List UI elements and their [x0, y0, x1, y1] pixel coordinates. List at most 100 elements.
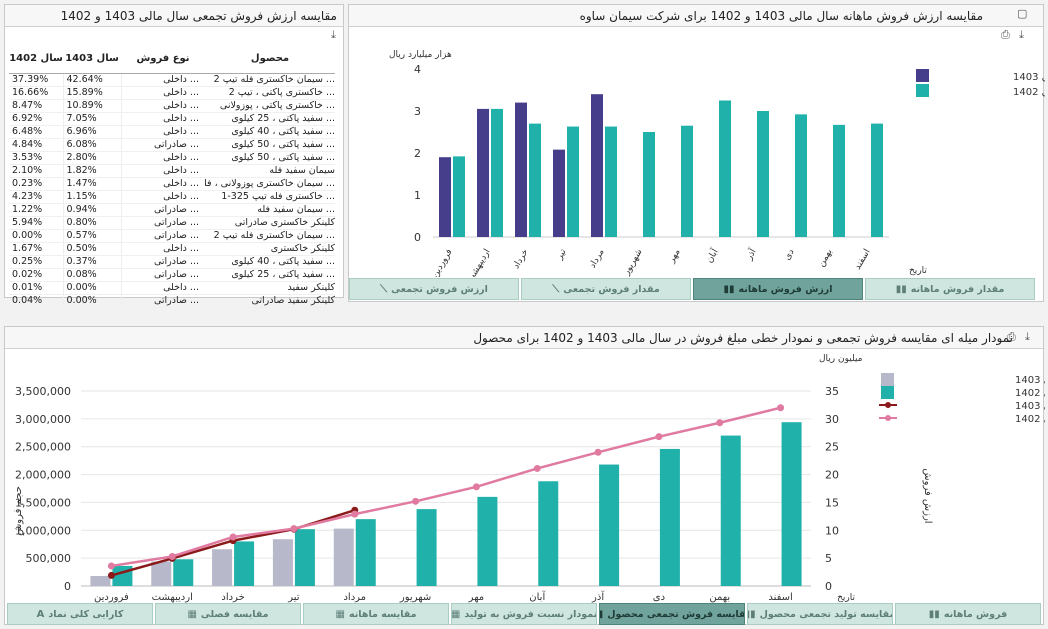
- maximize-icon[interactable]: ▢: [1017, 7, 1028, 20]
- cell-1403: 6.96%: [62, 125, 122, 139]
- bar-volume-1403: [212, 549, 233, 586]
- cell-sale-type: ... داخلی: [121, 112, 205, 126]
- monthly-sales-panel: مقایسه ارزش فروش ماهانه سال مالی 1403 و …: [348, 4, 1045, 302]
- cell-1402: 6.48%: [9, 125, 63, 139]
- bar-1402: [643, 132, 655, 237]
- cell-1402: 8.47%: [9, 99, 63, 113]
- table-row[interactable]: ... سفید پاکتی ، 40 کیلوی... صادراتی 0.37…: [9, 255, 335, 269]
- line-point: [716, 419, 724, 427]
- line-chart-icon: ⟋: [380, 283, 388, 295]
- table-row[interactable]: کلینکر سفید... داخلی 0.00% 0.01%: [9, 281, 335, 295]
- x-tick-label: آذر: [742, 246, 759, 263]
- table-row[interactable]: ... خاکستری فله تیپ 325-1... داخلی 1.15% 4…: [9, 190, 335, 204]
- tab-6[interactable]: فروش ماهانه ▮▮: [895, 603, 1041, 625]
- cell-1402: 0.00%: [9, 229, 63, 243]
- table-row[interactable]: ... سیمان خاکستری پوزولانی ، فله... داخل…: [9, 177, 335, 191]
- cell-1402: 0.04%: [9, 294, 63, 308]
- bar-volume-1403: [90, 575, 111, 586]
- cell-1403: 1.15%: [62, 190, 122, 204]
- bar-volume-1402: [112, 565, 133, 586]
- line-value-1402: [111, 406, 781, 568]
- bar-1402: [491, 108, 503, 238]
- y-axis-label: حجم فروش: [13, 486, 24, 536]
- table-row[interactable]: ... سیمان سفید فله... صادراتی 0.94% 1.22%: [9, 203, 335, 217]
- legend-label: ارزش فروش تجمعی 1403: [1015, 401, 1045, 412]
- col-product[interactable]: محصول: [205, 45, 335, 74]
- export-icon[interactable]: ⤓: [331, 28, 336, 41]
- export-icon[interactable]: ⤓: [1025, 330, 1030, 343]
- table-row[interactable]: ... سفید پاکتی ، 40 کیلوی... داخلی 6.96% 6…: [9, 125, 335, 139]
- cell-1402: 4.23%: [9, 190, 63, 204]
- chart-tabs: ارزش فروش تجمعی ⟋ مقدار فروش تجمعی ⟋ ارزش فر…: [349, 278, 1035, 300]
- x-tick-label: مرداد: [588, 247, 607, 270]
- print-icon[interactable]: ⎙: [1007, 330, 1016, 343]
- tab-0[interactable]: ارزش فروش تجمعی ⟋: [349, 278, 519, 300]
- table-row[interactable]: ... سفید پاکتی ، 50 کیلوی... صادراتی 6.08…: [9, 138, 335, 152]
- cell-1403: 0.94%: [62, 203, 122, 217]
- tab-label: مقایسه فروش تجمعی محصول: [607, 608, 745, 620]
- y2-tick-label: 5: [825, 552, 832, 565]
- y-tick-label: 4: [414, 63, 421, 76]
- x-tick-label: اسفند: [853, 248, 873, 272]
- cell-sale-type: ... داخلی: [121, 73, 205, 87]
- tab-3[interactable]: نمودار نسبت فروش به تولید ▦: [451, 603, 597, 625]
- tab-5[interactable]: مقایسه تولید تجمعی محصول▮▮: [747, 603, 893, 625]
- cell-1403: 2.80%: [62, 151, 122, 165]
- tab-3[interactable]: مقدار فروش ماهانه ▮▮: [865, 278, 1035, 300]
- table-row[interactable]: ... سیمان خاکستری فله تیپ 2... داخلی 42.6…: [9, 73, 335, 87]
- y-tick-label: 1: [414, 189, 421, 202]
- table-row[interactable]: سیمان سفید فله... داخلی 1.82% 2.10%: [9, 164, 335, 178]
- bar-1403: [477, 108, 489, 238]
- table-row[interactable]: ... خاکستری پاکتی ، تیپ 2... داخلی 15.89%…: [9, 86, 335, 100]
- table-row[interactable]: ... سفید پاکتی ، 25 کیلوی... داخلی 7.05% 6…: [9, 112, 335, 126]
- y2-tick-label: 15: [825, 496, 839, 509]
- bar-1403: [439, 157, 451, 237]
- cell-1402: 1.67%: [9, 242, 63, 256]
- sales-share-table: محصول نوع فروش سال 1403 سال 1402 ... سیم…: [9, 45, 335, 308]
- cell-product: ... خاکستری پاکتی ، تیپ 2: [205, 86, 335, 100]
- export-icon[interactable]: ⤓: [1019, 28, 1024, 41]
- cell-product: ... سفید پاکتی ، 50 کیلوی: [205, 151, 335, 165]
- col-1403[interactable]: سال 1403: [63, 45, 121, 74]
- table-icon: ▦: [451, 608, 461, 620]
- tab-4[interactable]: مقایسه فروش تجمعی محصول ▮▮: [599, 603, 745, 625]
- line-point: [594, 448, 602, 456]
- tab-0[interactable]: کارایی کلی نماد A: [7, 603, 153, 625]
- cell-1402: 0.23%: [9, 177, 63, 191]
- cell-1402: 0.25%: [9, 255, 63, 269]
- table-row[interactable]: ... سیمان خاکستری فله تیپ 2... صادراتی 0.…: [9, 229, 335, 243]
- y-tick-label: 1,000,000: [15, 524, 71, 537]
- cell-1403: 1.82%: [62, 164, 122, 178]
- table-row[interactable]: کلینکر سفید صادراتی... صادراتی 0.00% 0.04%: [9, 294, 335, 308]
- tab-label: فروش ماهانه: [943, 608, 1008, 620]
- cell-sale-type: ... صادراتی: [121, 138, 205, 152]
- table-row[interactable]: ... خاکستری پاکتی ، پوزولانی... داخلی 10.…: [9, 99, 335, 113]
- cell-1402: 0.01%: [9, 281, 63, 295]
- col-sale-type[interactable]: نوع فروش: [121, 45, 205, 74]
- print-icon[interactable]: ⎙: [1001, 28, 1010, 41]
- bar-1402: [719, 100, 731, 237]
- line-point: [533, 464, 541, 472]
- bar-volume-1403: [272, 539, 293, 586]
- table-row[interactable]: ... سفید پاکتی ، 50 کیلوی... داخلی 2.80% 3…: [9, 151, 335, 165]
- cell-1403: 0.50%: [62, 242, 122, 256]
- table-row[interactable]: کلینکر خاکستری صادراتی... صادراتی 0.80% 5.…: [9, 216, 335, 230]
- y-tick-label: 500,000: [26, 552, 72, 565]
- tab-1[interactable]: مقدار فروش تجمعی ⟋: [521, 278, 691, 300]
- cell-1403: 0.00%: [62, 281, 122, 295]
- cell-1403: 42.64%: [62, 73, 122, 87]
- cell-product: ... خاکستری پاکتی ، پوزولانی: [205, 99, 335, 113]
- y-tick-label: 2: [414, 147, 421, 160]
- tab-2[interactable]: ارزش فروش ماهانه ▮▮: [693, 278, 863, 300]
- legend-marker: [885, 402, 891, 408]
- tab-2[interactable]: مقایسه ماهانه ▦: [303, 603, 449, 625]
- tab-1[interactable]: مقایسه فصلی ▦: [155, 603, 301, 625]
- table-row[interactable]: ... سفید پاکتی ، 25 کیلوی... صادراتی 0.08…: [9, 268, 335, 282]
- bar-volume-1402: [477, 496, 498, 586]
- y-tick-label: 0: [64, 580, 71, 593]
- legend-label: حجم فروش تجمعی 1403: [1015, 375, 1045, 386]
- table-row[interactable]: کلینکر خاکستری... داخلی 0.50% 1.67%: [9, 242, 335, 256]
- line-point: [412, 497, 420, 505]
- col-1402[interactable]: سال 1402: [9, 45, 63, 74]
- y2-tick-label: 20: [825, 469, 839, 482]
